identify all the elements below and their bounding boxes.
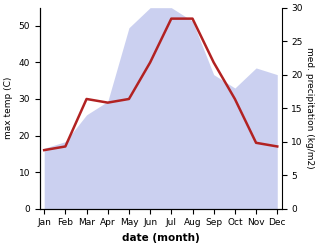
Y-axis label: med. precipitation (kg/m2): med. precipitation (kg/m2) [305, 47, 314, 169]
Y-axis label: max temp (C): max temp (C) [4, 77, 13, 139]
X-axis label: date (month): date (month) [122, 233, 200, 243]
